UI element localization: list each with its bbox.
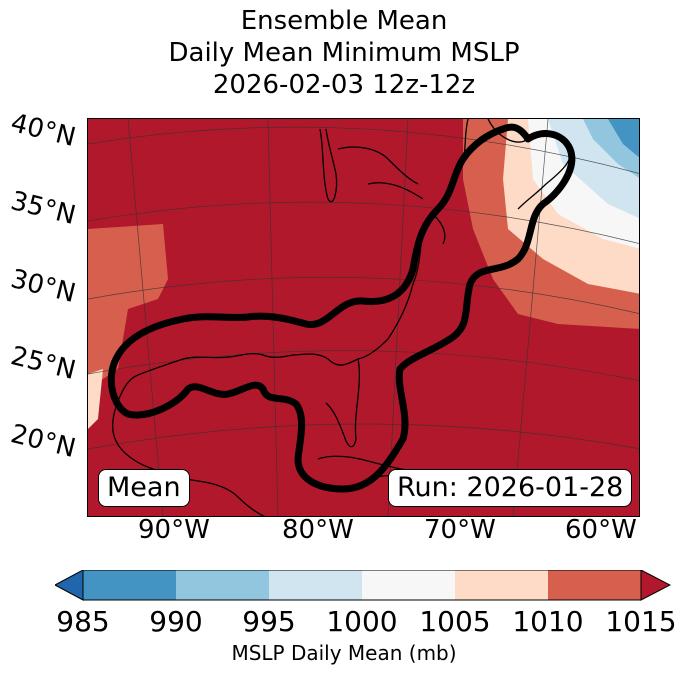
lat-label-30: 30°N xyxy=(7,264,79,309)
lat-label-20: 20°N xyxy=(7,419,79,464)
title-line-3: 2026-02-03 12z-12z xyxy=(212,70,476,100)
colorbar-tick-1010: 1010 xyxy=(512,605,584,638)
colorbar-tick-1000: 1000 xyxy=(326,605,398,638)
colorbar-label: MSLP Daily Mean (mb) xyxy=(231,641,457,665)
colorbar-990-995 xyxy=(176,570,269,600)
colorbar-tick-990: 990 xyxy=(149,605,203,638)
lon-label-90: 90°W xyxy=(138,515,210,545)
lat-label-40: 40°N xyxy=(7,108,79,153)
colorbar-tick-1015: 1015 xyxy=(605,605,677,638)
graticule xyxy=(88,119,639,516)
run-label-box: Run: 2026-01-28 xyxy=(388,469,633,507)
title-line-1: Ensemble Mean xyxy=(240,6,448,36)
field-east-985 xyxy=(608,119,639,158)
lat-label-35: 35°N xyxy=(7,186,79,231)
colorbar-extend-low xyxy=(55,570,84,601)
colorbar-985-990 xyxy=(83,570,176,600)
field-west-1005 xyxy=(88,369,103,429)
colorbar-tick-995: 995 xyxy=(242,605,296,638)
field-west-1010 xyxy=(88,224,168,389)
title-line-2: Daily Mean Minimum MSLP xyxy=(168,38,520,68)
map-svg xyxy=(88,119,639,516)
colorbar-extend-high xyxy=(640,570,671,601)
lon-label-70: 70°W xyxy=(424,515,496,545)
lat-label-25: 25°N xyxy=(7,341,79,386)
mean-label-box: Mean xyxy=(98,469,190,507)
mslp-contour xyxy=(107,123,576,493)
map-panel: Mean Run: 2026-01-28 xyxy=(87,118,640,517)
lon-label-60: 60°W xyxy=(565,515,637,545)
lon-label-80: 80°W xyxy=(282,515,354,545)
colorbar-1000-1005 xyxy=(362,570,455,600)
colorbar-1010-1015 xyxy=(548,570,641,600)
colorbar xyxy=(55,570,671,601)
colorbar-1005-1010 xyxy=(455,570,548,600)
colorbar-tick-1005: 1005 xyxy=(419,605,491,638)
colorbar-outline xyxy=(82,570,642,601)
colorbar-995-1000 xyxy=(269,570,362,600)
colorbar-tick-985: 985 xyxy=(56,605,110,638)
